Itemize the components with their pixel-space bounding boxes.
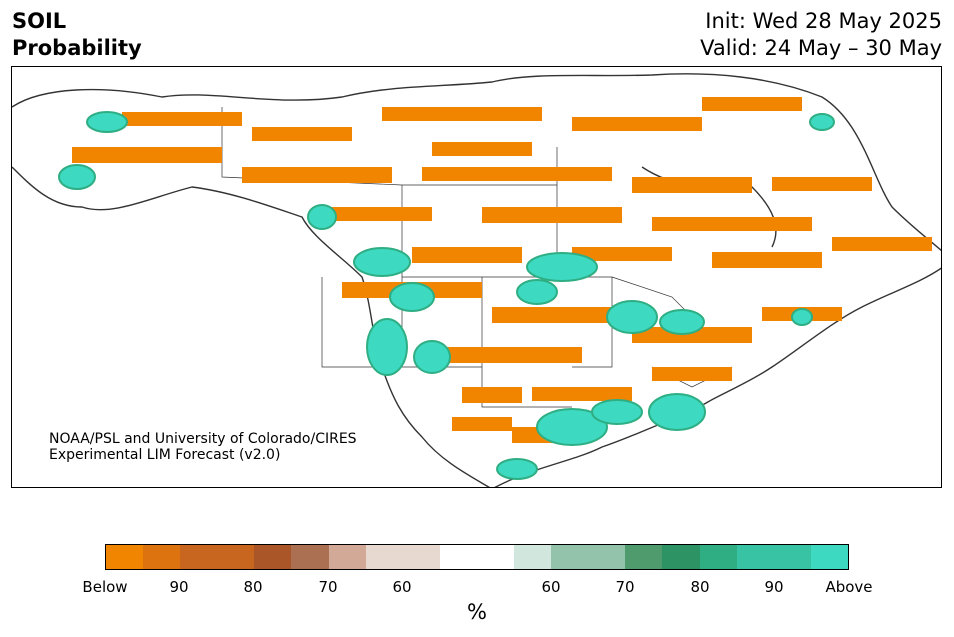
colorbar-tick: 70 [318,578,338,596]
colorbar-segment [291,545,329,569]
colorbar-tick: 80 [243,578,263,596]
colorbar-segment [439,545,477,569]
colorbar-tick: 90 [169,578,189,596]
colorbar-segment [143,545,181,569]
colorbar-segment [365,545,403,569]
colorbar-segment [699,545,737,569]
colorbar-segment [180,545,218,569]
probability-map [12,73,941,487]
init-date: Init: Wed 28 May 2025 [705,9,942,33]
valid-range: Valid: 24 May – 30 May [700,36,942,60]
colorbar-segment [476,545,515,569]
above-normal-regions [58,111,835,480]
colorbar-segment [217,545,255,569]
map-title: SOIL Probability [12,8,142,62]
colorbar-tick: Below [82,578,128,596]
colorbar-segment [328,545,366,569]
credit-line-2: Experimental LIM Forecast (v2.0) [49,447,281,463]
colorbar-segment [773,545,811,569]
colorbar-tick: 70 [615,578,635,596]
colorbar-unit: % [467,600,487,624]
colorbar-segment [810,545,848,569]
credit-text: NOAA/PSL and University of Colorado/CIRE… [49,431,357,463]
colorbar-segment [514,545,552,569]
below-normal-regions [72,97,932,443]
colorbar-segment [254,545,292,569]
colorbar [105,544,849,570]
colorbar-segment [402,545,440,569]
colorbar-tick: 60 [541,578,561,596]
map-panel [11,66,942,488]
colorbar-segment [625,545,663,569]
colorbar-segment [588,545,626,569]
colorbar-tick: 60 [392,578,412,596]
colorbar-segment [106,545,144,569]
colorbar-tick: 90 [764,578,784,596]
colorbar-tick: Above [825,578,873,596]
colorbar-tick: 80 [690,578,710,596]
title-line-2: Probability [12,36,142,60]
colorbar-segment [551,545,589,569]
title-line-1: SOIL [12,9,67,33]
colorbar-segment [736,545,774,569]
valid-dates: Init: Wed 28 May 2025 Valid: 24 May – 30… [700,8,942,62]
colorbar-segment [662,545,700,569]
credit-line-1: NOAA/PSL and University of Colorado/CIRE… [49,431,357,447]
